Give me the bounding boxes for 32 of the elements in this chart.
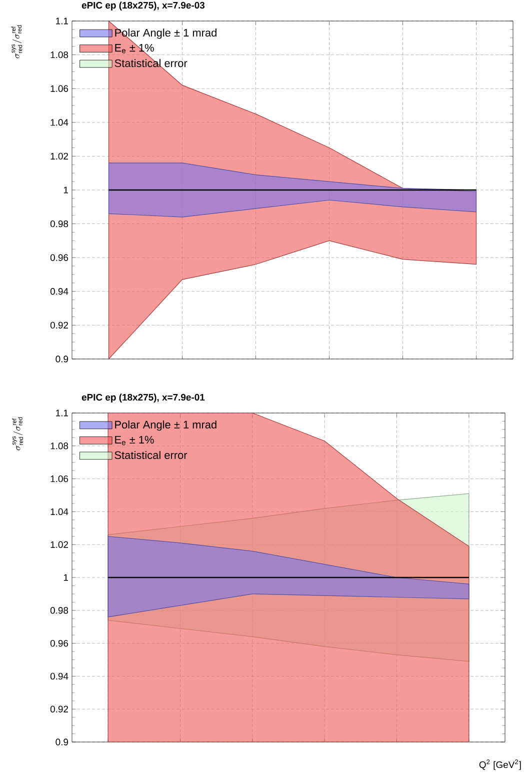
x-axis-title: Q$^{2}$ [GeV$^{2}$] xyxy=(479,760,521,770)
y-tick-label: 1.02 xyxy=(50,152,68,160)
legend-label: E$_{e}$ ± 1% xyxy=(115,436,154,446)
y-tick-label: 1.08 xyxy=(50,442,68,450)
y-tick-label: 1.06 xyxy=(50,85,68,92)
y-tick-label: 1.04 xyxy=(50,508,68,516)
y-tick-label: 0.94 xyxy=(50,288,68,295)
y-tick-label: 0.98 xyxy=(50,607,68,614)
legend-label: Polar Angle ± 1 mrad xyxy=(115,420,216,431)
y-tick-label: 0.98 xyxy=(50,220,68,228)
y-tick-label: 1.08 xyxy=(50,51,68,58)
legend-label: E$_{e}$ ± 1% xyxy=(115,44,154,54)
y-tick-label: 0.92 xyxy=(50,706,68,712)
y-tick-label: 0.96 xyxy=(50,254,68,261)
y-tick-label: 1.04 xyxy=(50,119,68,126)
y-tick-label: 0.94 xyxy=(50,672,68,680)
y-tick-label: 0.92 xyxy=(50,322,68,329)
y-tick-label: 1 xyxy=(64,574,68,581)
y-tick-label: 1 xyxy=(64,186,68,194)
y-tick-label: 1.1 xyxy=(56,410,68,416)
y-tick-label: 1.06 xyxy=(50,475,68,482)
y-tick-label: 0.9 xyxy=(56,738,68,746)
legend-label: Statistical error xyxy=(114,450,188,460)
y-tick-label: 0.9 xyxy=(56,356,68,362)
y-tick-label: 1.1 xyxy=(56,18,68,24)
chart-title: ePIC ep (18x275), x=7.9e-01 xyxy=(82,394,205,403)
y-tick-label: 1.02 xyxy=(50,541,68,548)
legend-label: Statistical error xyxy=(114,59,188,68)
y-axis-title: $\sigma^{\mathrm{sys}}_{\mathrm{red}}/\sigma^{\mathrm{ref}}_{\mathrm{red}}$ xyxy=(12,417,24,450)
chart-title: ePIC ep (18x275), x=7.9e-03 xyxy=(82,2,205,10)
y-axis-title: $\sigma^{\mathrm{sys}}_{\mathrm{red}}/\sigma^{\mathrm{ref}}_{\mathrm{red}}$ xyxy=(11,25,22,58)
y-tick-label: 0.96 xyxy=(50,640,68,647)
